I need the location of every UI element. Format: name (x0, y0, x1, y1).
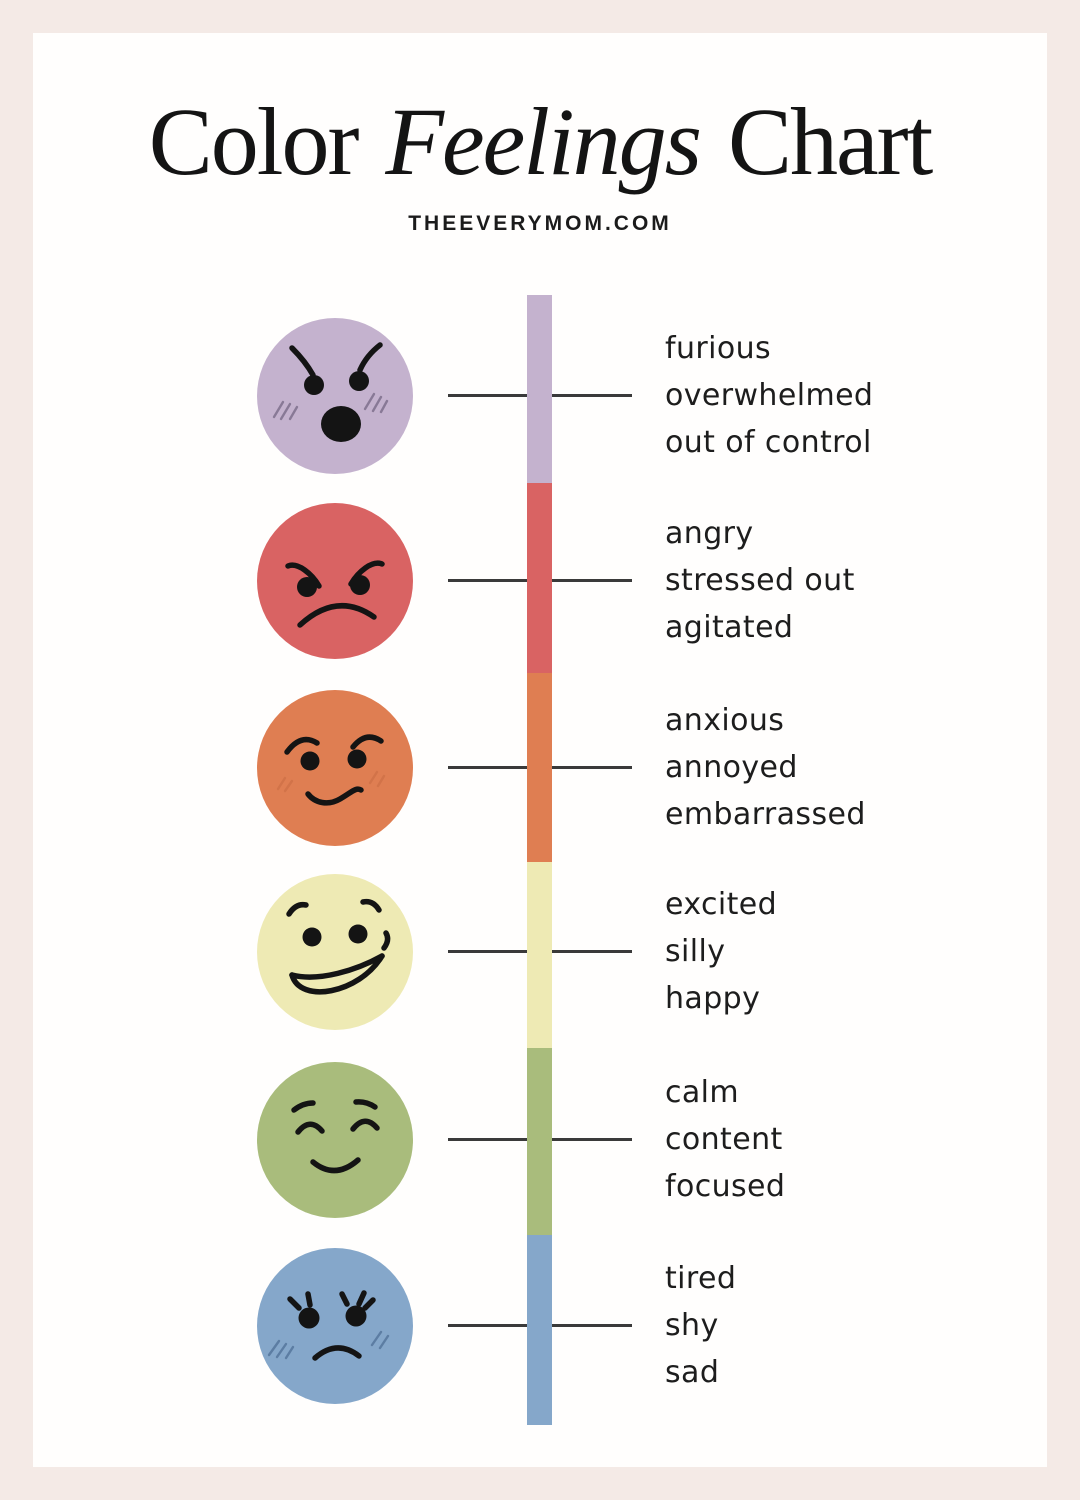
scale-segment-purple (527, 295, 552, 483)
feeling-words-calm: calm content focused (665, 1069, 785, 1210)
title-italic: Feelings (385, 88, 702, 195)
site-credit: THEEVERYMOM.COM (408, 212, 672, 235)
feeling-word: embarrassed (665, 797, 866, 832)
scale-segment-green (527, 1048, 552, 1235)
scale-segment-red (527, 483, 552, 673)
feeling-words-angry: angry stressed out agitated (665, 510, 855, 651)
feeling-words-anxious: anxious annoyed embarrassed (665, 697, 866, 838)
angry-face-icon (257, 503, 413, 659)
feeling-word: sad (665, 1355, 720, 1390)
title-regular-1: Color (148, 88, 380, 195)
feeling-word: out of control (665, 425, 872, 460)
title-regular-2: Chart (705, 88, 933, 195)
feeling-words-tired: tired shy sad (665, 1255, 736, 1396)
page-title: Color Feelings Chart (0, 91, 1080, 193)
scale-segment-yellow (527, 862, 552, 1048)
feeling-word: excited (665, 887, 778, 922)
scale-segment-orange (527, 673, 552, 862)
feeling-words-excited: excited silly happy (665, 881, 777, 1022)
feeling-word: focused (665, 1169, 786, 1204)
laughing-face-icon (257, 874, 413, 1030)
scale-segment-blue (527, 1235, 552, 1425)
feeling-word: calm (665, 1075, 740, 1110)
feeling-word: content (665, 1122, 783, 1157)
content-face-icon (257, 1062, 413, 1218)
feeling-word: anxious (665, 703, 785, 738)
feeling-word: agitated (665, 610, 794, 645)
feeling-word: overwhelmed (665, 378, 874, 413)
sad-face-icon (257, 1248, 413, 1404)
feeling-word: shy (665, 1308, 719, 1343)
furious-face-icon (257, 318, 413, 474)
feeling-word: silly (665, 934, 726, 969)
feeling-word: furious (665, 331, 772, 366)
feeling-word: stressed out (665, 563, 855, 598)
worried-face-icon (257, 690, 413, 846)
feeling-word: angry (665, 516, 754, 551)
feeling-word: annoyed (665, 750, 798, 785)
feeling-word: tired (665, 1261, 737, 1296)
feeling-words-furious: furious overwhelmed out of control (665, 325, 873, 466)
feeling-word: happy (665, 981, 761, 1016)
